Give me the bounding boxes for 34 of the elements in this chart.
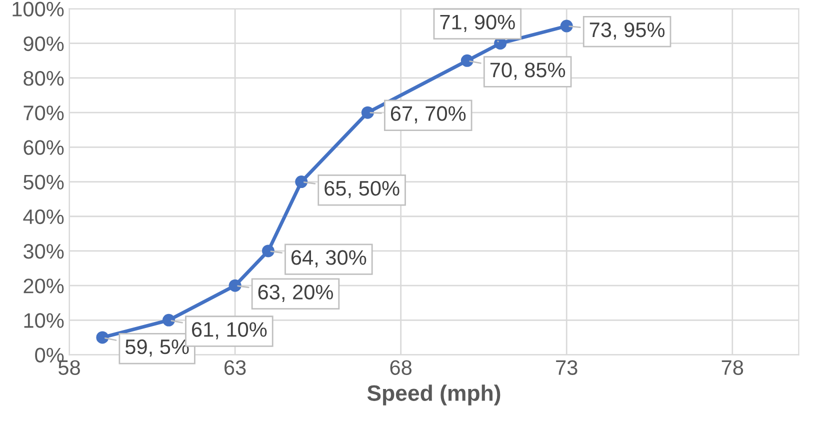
point — [560, 20, 573, 32]
data-label: 67, 70% — [390, 106, 466, 124]
data-label: 63, 20% — [258, 284, 333, 302]
point — [228, 279, 242, 292]
point — [162, 314, 175, 326]
data-label: 59, 5% — [125, 339, 189, 357]
y-tick-label: 20% — [24, 278, 64, 294]
point — [262, 244, 274, 258]
y-tick-label: 70% — [24, 106, 64, 120]
y-tick-label: 100% — [12, 2, 64, 17]
point — [96, 331, 109, 344]
data-label: 71, 90% — [440, 14, 515, 32]
y-tick-label: 10% — [24, 313, 64, 328]
y-tick-label: 60% — [24, 140, 64, 155]
y-tick-label: 80% — [24, 70, 64, 86]
data-label: 61, 10% — [192, 322, 267, 340]
y-tick-label: 50% — [24, 174, 64, 190]
y-tick-label: 90% — [24, 36, 64, 52]
x-axis-title: Speed (mph) — [367, 384, 500, 406]
point — [295, 176, 308, 188]
data-label: 73, 95% — [590, 22, 665, 40]
data-label: 65, 50% — [324, 180, 400, 198]
x-tick-label: 68 — [390, 360, 412, 375]
point — [361, 106, 374, 119]
data-label: 64, 30% — [291, 250, 366, 268]
y-tick-label: 40% — [23, 209, 64, 224]
point — [460, 54, 474, 67]
x-tick-label: 58 — [58, 360, 80, 375]
x-tick-label: 73 — [556, 360, 578, 375]
x-tick-label: 78 — [722, 360, 744, 375]
x-tick-label: 63 — [224, 360, 246, 375]
y-tick-label: 30% — [24, 244, 64, 259]
data-label: 70, 85% — [490, 62, 566, 80]
y-tick-label: 0% — [35, 348, 64, 363]
